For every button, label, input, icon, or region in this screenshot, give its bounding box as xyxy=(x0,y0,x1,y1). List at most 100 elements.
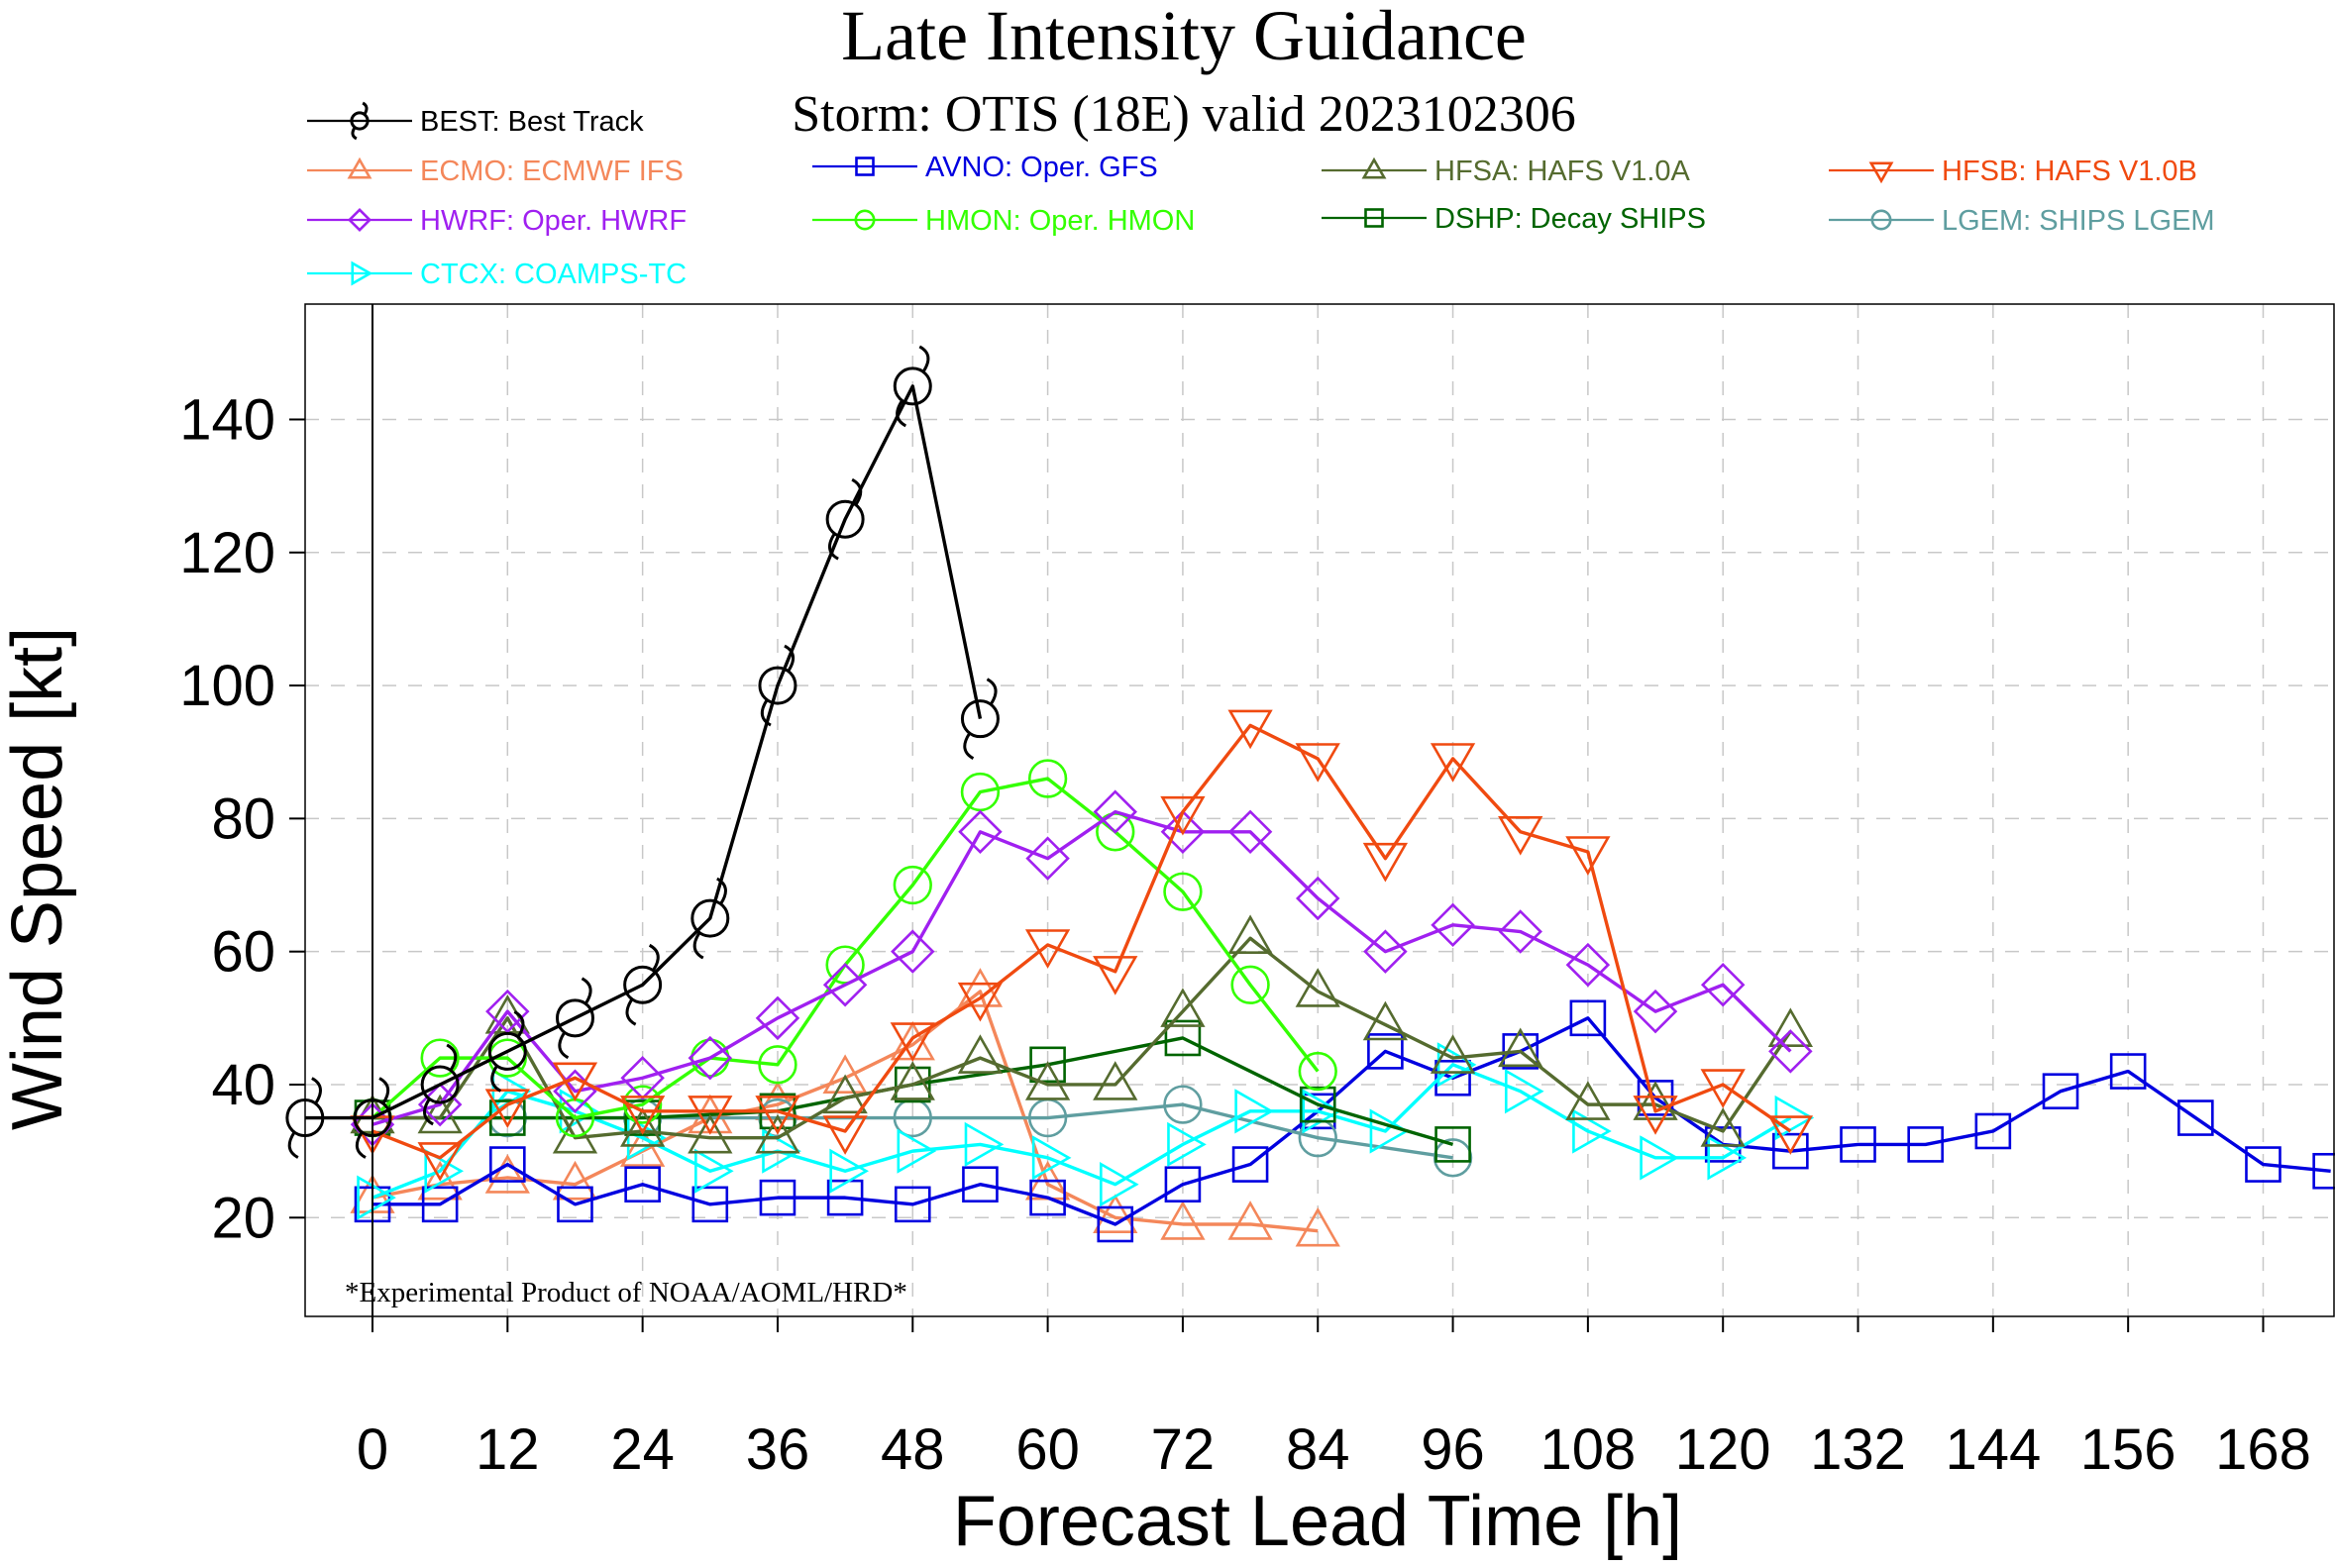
x-tick-label: 24 xyxy=(610,1417,675,1482)
data-point xyxy=(1298,1051,1337,1092)
data-point xyxy=(1369,1108,1410,1154)
y-tick-label: 60 xyxy=(211,920,275,985)
legend-item-lgem: LGEM: SHIPS LGEM xyxy=(1829,205,2215,237)
chart-title: Late Intensity Guidance xyxy=(841,0,1527,75)
data-point xyxy=(1633,989,1678,1034)
hurricane-marker xyxy=(623,943,663,1026)
data-point xyxy=(1164,1019,1202,1057)
data-point xyxy=(1295,743,1340,783)
data-point xyxy=(1025,836,1070,881)
data-point xyxy=(854,209,876,231)
y-tick-label: 120 xyxy=(179,521,275,585)
data-point xyxy=(1974,1112,2012,1150)
data-point xyxy=(1870,209,1892,231)
data-point xyxy=(822,1054,868,1095)
data-point xyxy=(1024,1061,1071,1100)
data-point xyxy=(1160,809,1206,855)
grid xyxy=(305,304,2335,1316)
hurricane-marker xyxy=(555,977,594,1060)
data-point xyxy=(1700,1107,1746,1147)
data-point xyxy=(552,1160,598,1201)
data-point xyxy=(347,157,372,179)
x-axis-label: Forecast Lead Time [h] xyxy=(953,1482,1682,1561)
data-point xyxy=(557,1186,593,1223)
data-point xyxy=(420,1038,460,1078)
data-point xyxy=(1868,161,1894,184)
series-best xyxy=(285,345,1000,1159)
data-point xyxy=(1227,914,1273,954)
hurricane-marker xyxy=(690,877,730,960)
x-tick-label: 108 xyxy=(1539,1417,1636,1482)
legend-item-hfsb: HFSB: HAFS V1.0B xyxy=(1829,156,2197,187)
legend-label: HWRF: Oper. HWRF xyxy=(420,205,687,237)
data-point xyxy=(1565,942,1611,988)
data-point xyxy=(1767,1115,1814,1155)
data-point xyxy=(1027,759,1068,798)
data-point xyxy=(958,809,1003,855)
data-point xyxy=(1164,1166,1202,1202)
data-point xyxy=(1024,929,1071,969)
data-point xyxy=(487,1038,527,1078)
data-point xyxy=(552,1062,598,1102)
data-point xyxy=(1230,965,1270,1004)
data-point xyxy=(890,1022,935,1062)
hurricane-marker xyxy=(758,644,797,727)
x-tick-label: 120 xyxy=(1675,1417,1771,1482)
data-point xyxy=(1436,1042,1477,1088)
data-point xyxy=(485,989,530,1034)
data-point xyxy=(1160,988,1206,1027)
data-point xyxy=(1498,816,1543,856)
data-point xyxy=(1633,1096,1678,1135)
hurricane-marker xyxy=(487,1010,527,1093)
data-point xyxy=(822,1074,868,1114)
data-point xyxy=(1767,1007,1814,1048)
legend: BEST: Best Track ECMO: ECMWF IFS AVNO: Ope… xyxy=(307,101,2215,290)
data-point xyxy=(822,963,868,1007)
data-point xyxy=(417,1160,463,1201)
data-point xyxy=(829,1148,869,1194)
legend-item-avno: AVNO: Oper. GFS xyxy=(812,152,1158,183)
data-point xyxy=(1498,1027,1543,1068)
data-point xyxy=(891,929,935,974)
y-tick-label: 100 xyxy=(179,654,275,718)
data-point xyxy=(894,1066,931,1103)
data-point xyxy=(1093,1061,1138,1100)
data-point xyxy=(1498,909,1542,954)
y-tick-label: 40 xyxy=(211,1053,275,1117)
legend-item-ctcx: CTCX: COAMPS-TC xyxy=(307,259,687,290)
data-point xyxy=(758,1045,797,1085)
data-point xyxy=(755,1096,800,1135)
x-tick-label: 0 xyxy=(357,1417,388,1482)
data-point xyxy=(1031,1135,1072,1181)
data-point xyxy=(1163,1085,1203,1124)
data-point xyxy=(2109,1053,2147,1090)
data-point xyxy=(755,995,800,1041)
y-tick-label: 20 xyxy=(211,1186,275,1250)
data-point xyxy=(1364,208,1384,228)
series-ctcx xyxy=(357,1042,1815,1220)
x-tick-label: 84 xyxy=(1286,1417,1350,1482)
data-point xyxy=(1298,1118,1337,1158)
series-layer xyxy=(285,345,2335,1247)
legend-item-best: BEST: Best Track xyxy=(307,101,644,141)
data-point xyxy=(1700,963,1746,1007)
data-point xyxy=(622,1085,663,1124)
data-point xyxy=(484,1089,530,1128)
y-axis-label: Wind Speed [kt] xyxy=(0,627,77,1130)
series-hfsb xyxy=(350,709,1814,1182)
series-line xyxy=(372,936,1792,1140)
data-point xyxy=(1565,836,1611,876)
legend-label: HFSB: HAFS V1.0B xyxy=(1942,156,2197,187)
legend-item-hmon: HMON: Oper. HMON xyxy=(812,205,1195,237)
hurricane-marker xyxy=(350,101,370,141)
data-point xyxy=(759,1179,796,1216)
data-point xyxy=(1097,1205,1134,1243)
series-line xyxy=(371,723,1792,1160)
data-point xyxy=(1433,1138,1473,1178)
data-point xyxy=(1093,789,1137,834)
data-point xyxy=(484,1154,530,1194)
series-line xyxy=(372,1016,2331,1226)
data-point xyxy=(688,1096,733,1135)
data-point xyxy=(1434,1059,1471,1097)
